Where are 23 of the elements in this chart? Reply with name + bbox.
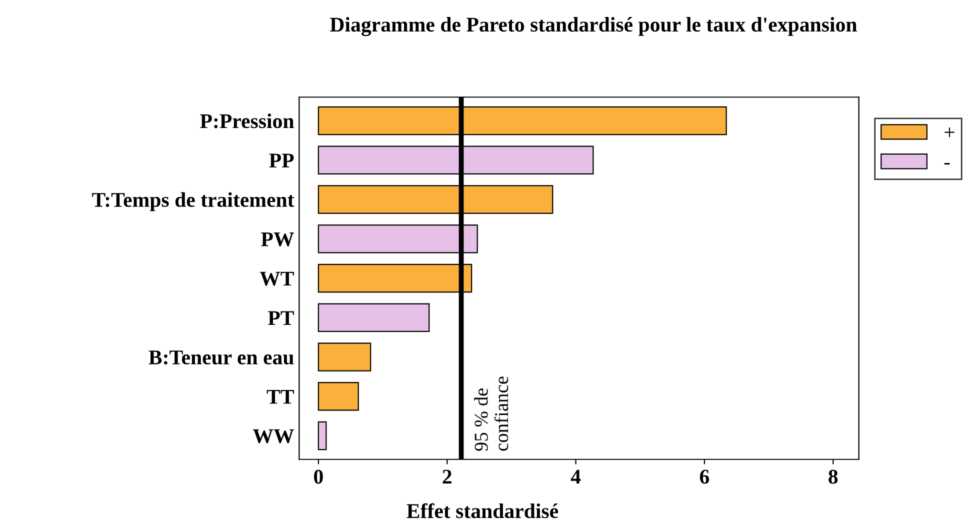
y-tick-label: B:Teneur en eau — [148, 350, 294, 365]
chart-title: Diagramme de Pareto standardisé pour le taux d'expansion — [330, 17, 857, 36]
legend-label: + — [944, 127, 954, 138]
y-tick-label: T:Temps de traitement — [92, 192, 294, 212]
x-axis-title: Effet standardisé — [406, 503, 558, 518]
y-tick-label: PT — [268, 311, 294, 325]
y-tick-label: PW — [261, 232, 294, 246]
x-tick-label: 2 — [442, 470, 452, 484]
bar — [318, 382, 359, 411]
x-tick-label: 4 — [570, 470, 581, 484]
y-tick-label: PP — [269, 154, 294, 168]
x-tick-label: 0 — [314, 470, 323, 484]
x-tick-label: 6 — [700, 470, 710, 484]
y-tick-label: P:Pression — [200, 114, 294, 128]
bar — [318, 342, 372, 372]
bar — [318, 421, 327, 450]
y-tick-label: TT — [266, 390, 294, 404]
bar — [318, 303, 430, 332]
ref-line-label: 95 % de confiance — [474, 376, 508, 451]
x-tick-label: 8 — [828, 470, 838, 484]
y-tick-label: WW — [252, 429, 294, 444]
y-tick-label: WT — [260, 272, 294, 286]
legend-label: - — [944, 162, 950, 165]
